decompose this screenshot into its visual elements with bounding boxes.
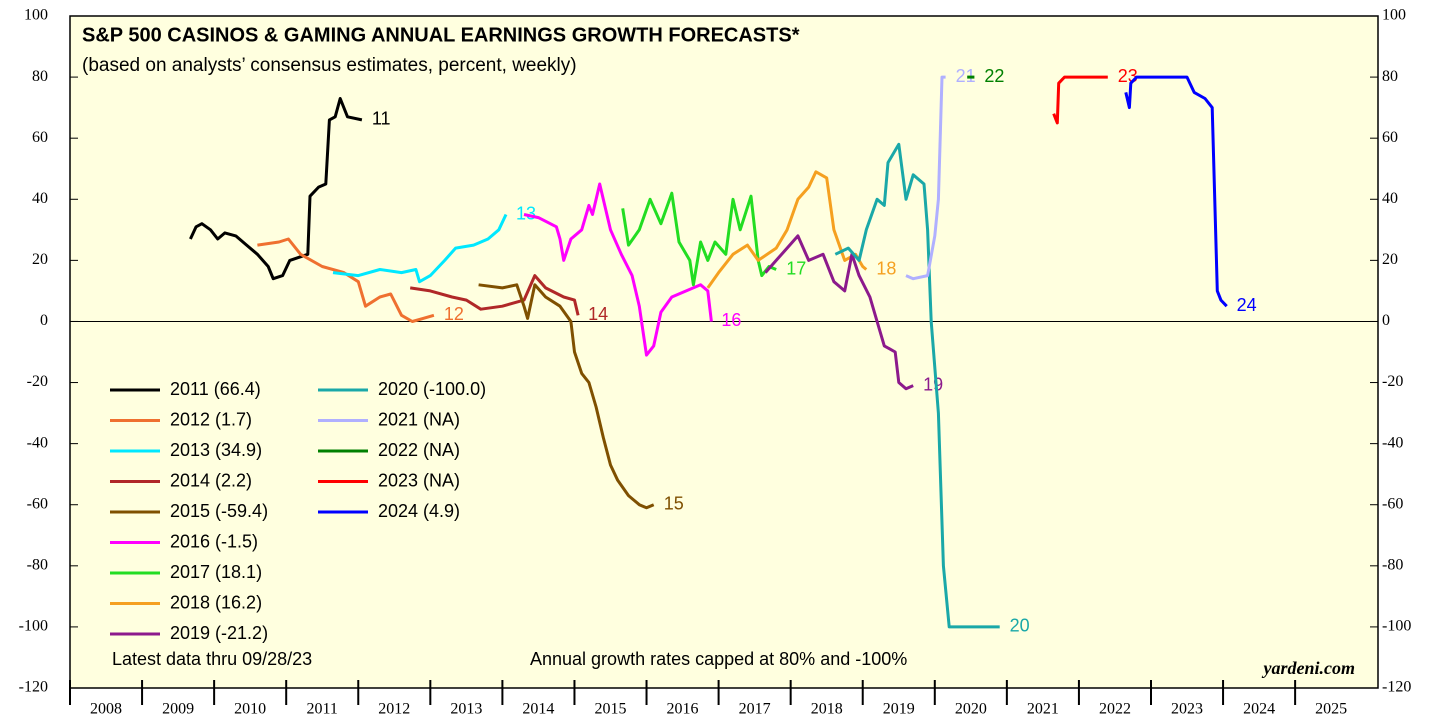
x-tick-label: 2024 xyxy=(1243,701,1275,718)
legend-label: 2013 (34.9) xyxy=(170,440,262,460)
y2-tick-label: -40 xyxy=(1382,434,1403,451)
x-tick-label: 2019 xyxy=(883,701,915,718)
series-line xyxy=(1124,75,1228,308)
legend-label: 2020 (-100.0) xyxy=(378,379,486,399)
chart-subtitle: (based on analysts’ consensus estimates,… xyxy=(82,55,577,76)
x-tick-label: 2016 xyxy=(667,701,699,718)
y2-tick-label: -100 xyxy=(1382,618,1411,635)
y2-tick-label: 60 xyxy=(1382,129,1398,146)
legend-label: 2024 (4.9) xyxy=(378,501,460,521)
y-tick-label: -120 xyxy=(19,679,48,696)
annotation: Latest data thru 09/28/23 xyxy=(112,649,312,669)
plot-area xyxy=(69,15,1379,689)
y2-tick-label: 100 xyxy=(1382,7,1406,24)
series-line xyxy=(409,274,580,316)
x-tick-label: 2015 xyxy=(594,701,626,718)
y-tick-label: -80 xyxy=(27,556,48,573)
x-tick-label: 2008 xyxy=(90,701,122,718)
end-label: 23 xyxy=(1118,66,1138,86)
legend-label: 2015 (-59.4) xyxy=(170,501,268,521)
y-tick-label: -40 xyxy=(27,434,48,451)
legend-label: 2016 (-1.5) xyxy=(170,531,258,551)
x-tick-label: 2018 xyxy=(811,701,843,718)
y-tick-label: -60 xyxy=(27,495,48,512)
y2-tick-label: -80 xyxy=(1382,556,1403,573)
end-label: 20 xyxy=(1010,616,1030,636)
y2-tick-label: -60 xyxy=(1382,495,1403,512)
y-tick-label: 20 xyxy=(32,251,48,268)
legend-label: 2014 (2.2) xyxy=(170,470,252,490)
series-line xyxy=(905,75,946,281)
y2-tick-label: 40 xyxy=(1382,190,1398,207)
legend-label: 2022 (NA) xyxy=(378,440,460,460)
x-tick-label: 2014 xyxy=(522,701,554,718)
end-label: 24 xyxy=(1237,295,1257,315)
legend-label: 2023 (NA) xyxy=(378,470,460,490)
end-label: 19 xyxy=(923,374,943,394)
x-tick-label: 2023 xyxy=(1171,701,1203,718)
legend-label: 2021 (NA) xyxy=(378,409,460,429)
x-tick-label: 2009 xyxy=(162,701,194,718)
end-label: 14 xyxy=(588,304,608,324)
x-tick-label: 2022 xyxy=(1099,701,1131,718)
y-tick-label: 60 xyxy=(32,129,48,146)
end-label: 16 xyxy=(721,310,741,330)
y-tick-label: 0 xyxy=(40,312,48,329)
end-label: 12 xyxy=(444,304,464,324)
y-tick-label: 100 xyxy=(24,7,48,24)
end-label: 13 xyxy=(516,203,536,223)
y-tick-label: 40 xyxy=(32,190,48,207)
series-line xyxy=(1052,75,1108,125)
x-tick-label: 2013 xyxy=(450,701,482,718)
y-tick-label: -20 xyxy=(27,373,48,390)
y2-tick-label: -20 xyxy=(1382,373,1403,390)
end-label: 22 xyxy=(984,66,1004,86)
legend-label: 2017 (18.1) xyxy=(170,562,262,582)
x-tick-label: 2011 xyxy=(307,701,338,718)
y-tick-label: 80 xyxy=(32,68,48,85)
series-line xyxy=(523,182,713,357)
end-label: 17 xyxy=(786,258,806,278)
series-line xyxy=(257,237,435,323)
y-tick-label: -100 xyxy=(19,618,48,635)
chart-title: S&P 500 CASINOS & GAMING ANNUAL EARNINGS… xyxy=(82,24,800,46)
series-line xyxy=(189,97,363,281)
y2-tick-label: 20 xyxy=(1382,251,1398,268)
end-label: 11 xyxy=(372,109,391,129)
legend-label: 2018 (16.2) xyxy=(170,592,262,612)
end-label: 15 xyxy=(664,493,684,513)
y2-tick-label: 0 xyxy=(1382,312,1390,329)
series-line xyxy=(621,191,777,287)
end-label: 18 xyxy=(876,258,896,278)
y2-tick-label: 80 xyxy=(1382,68,1398,85)
x-tick-label: 2025 xyxy=(1315,701,1347,718)
legend-label: 2011 (66.4) xyxy=(170,379,261,399)
x-tick-label: 2010 xyxy=(234,701,266,718)
end-label: 21 xyxy=(956,66,976,86)
series-line xyxy=(478,283,655,510)
legend-label: 2019 (-21.2) xyxy=(170,623,268,643)
legend-label: 2012 (1.7) xyxy=(170,409,252,429)
x-tick-label: 2017 xyxy=(739,701,771,718)
series-line xyxy=(332,213,508,284)
x-tick-label: 2012 xyxy=(378,701,410,718)
x-tick-label: 2020 xyxy=(955,701,987,718)
series-line xyxy=(834,142,1000,629)
source: yardeni.com xyxy=(1262,658,1356,678)
x-tick-label: 2021 xyxy=(1027,701,1059,718)
annotation: Annual growth rates capped at 80% and -1… xyxy=(530,649,907,669)
y2-tick-label: -120 xyxy=(1382,679,1411,696)
